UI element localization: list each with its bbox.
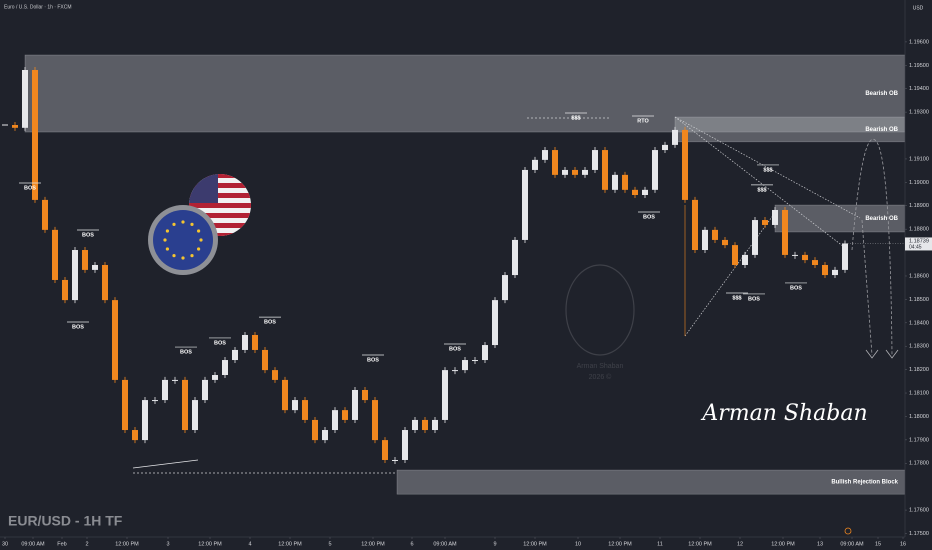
zone (396, 469, 906, 495)
annotation: $$$ (732, 295, 741, 301)
watermark-name: Arman Shaban (577, 363, 624, 370)
y-tick-label: 1.18800 (909, 227, 929, 233)
annotation: BOS (214, 340, 226, 346)
liquidity-line (684, 209, 778, 337)
y-tick-label: 1.19100 (909, 156, 929, 162)
annotation: BOS (790, 285, 802, 291)
annotation: BOS (264, 320, 276, 326)
x-tick-label: 12:00 PM (523, 541, 547, 547)
y-tick-label: 1.17500 (909, 531, 929, 537)
x-tick-label: 12:00 PM (771, 541, 795, 547)
y-tick-label: 1.18200 (909, 367, 929, 373)
annotation: $$$ (763, 167, 772, 173)
x-tick-label: 16 (900, 541, 906, 547)
signature: Arman Shaban (700, 401, 867, 426)
price-axis (905, 0, 932, 550)
trend-line (132, 459, 199, 469)
projection-arrow (865, 349, 899, 359)
y-tick-label: 1.18900 (909, 203, 929, 209)
zone-label: Bearish OB (865, 216, 898, 222)
zone (24, 54, 906, 133)
x-tick-label: 13 (817, 541, 823, 547)
y-tick-label: 1.18100 (909, 390, 929, 396)
liquidity-line (674, 116, 861, 219)
x-tick-label: 11 (657, 541, 663, 547)
annotation: $$$ (757, 187, 766, 193)
x-tick-label: 09:00 AM (840, 541, 864, 547)
y-tick-label: 1.18300 (909, 344, 929, 350)
x-tick-label: 30 (2, 541, 8, 547)
liquidity-line (674, 116, 849, 251)
annotation: BOS (180, 350, 192, 356)
currency-label: USD (913, 5, 924, 11)
zone (774, 204, 906, 233)
x-tick-label: 5 (328, 541, 331, 547)
x-tick-label: 12 (737, 541, 743, 547)
candle (2, 124, 8, 126)
x-tick-label: 10 (575, 541, 581, 547)
x-tick-label: 12:00 PM (608, 541, 632, 547)
annotation: $$$ (571, 115, 580, 121)
x-tick-label: 12:00 PM (688, 541, 712, 547)
annotation: BOS (367, 357, 379, 363)
y-tick-label: 1.19400 (909, 86, 929, 92)
projection-path (851, 138, 893, 356)
us-flag (189, 174, 251, 236)
y-tick-label: 1.18000 (909, 414, 929, 420)
watermark-year: 2026 © (589, 373, 613, 381)
zone-label: Bearish OB (865, 91, 898, 97)
zones: Bearish OB Bearish OB Bearish OB Bullish Re… (24, 54, 906, 495)
y-tick-label: 1.18600 (909, 273, 929, 279)
replay-icon[interactable] (844, 527, 852, 535)
x-tick-label: 6 (410, 541, 413, 547)
watermark: Arman Shaban 2026 © (565, 264, 635, 381)
x-tick-label: 15 (875, 541, 881, 547)
annotation: BOS (748, 296, 760, 302)
x-tick-label: 09:00 AM (21, 541, 45, 547)
x-tick-label: 12:00 PM (278, 541, 302, 547)
x-tick-label: Feb (57, 541, 66, 547)
countdown-label: 04:45 (909, 244, 922, 250)
chart-title: EUR/USD - 1H TF (8, 513, 123, 529)
symbol-header: Euro / U.S. Dollar · 1h · FXCM (4, 4, 72, 10)
eu-flag (153, 210, 213, 270)
annotation: BOS (643, 214, 655, 220)
y-tick-label: 1.17900 (909, 437, 929, 443)
x-tick-label: 3 (166, 541, 169, 547)
annotation: RTO (637, 118, 649, 124)
y-tick-label: 1.19000 (909, 180, 929, 186)
zone-label: Bullish Rejection Block (831, 480, 898, 486)
x-tick-label: 4 (248, 541, 251, 547)
y-tick-label: 1.18500 (909, 297, 929, 303)
annotations: BOS BOS BOS BOS BOS BOS BOS BOS BOS BOS BOS $$$ $$$ $… (19, 112, 807, 363)
last-price-label: 1.18739 (909, 238, 929, 244)
annotation: BOS (449, 346, 461, 352)
zone-label: Bearish OB (865, 127, 898, 133)
x-tick-label: 09:00 AM (433, 541, 457, 547)
y-tick-label: 1.17600 (909, 508, 929, 514)
x-tick-label: 2 (85, 541, 88, 547)
annotation: BOS (82, 232, 94, 238)
last-price-box (905, 237, 932, 251)
watermark-logo (565, 264, 635, 356)
y-tick-label: 1.19300 (909, 110, 929, 116)
y-tick-label: 1.19600 (909, 39, 929, 45)
x-tick-label: 12:00 PM (115, 541, 139, 547)
eu-stars (163, 220, 203, 260)
x-tick-label: 12:00 PM (361, 541, 385, 547)
x-tick-label: 9 (493, 541, 496, 547)
y-tick-label: 1.19500 (909, 63, 929, 69)
x-tick-label: 12:00 PM (198, 541, 222, 547)
y-tick-label: 1.18400 (909, 320, 929, 326)
flags (148, 174, 251, 275)
projection-path (861, 219, 873, 356)
drawings (132, 116, 899, 474)
axes: 1.19600 1.19500 1.19400 1.19300 1.19100 1.190… (2, 39, 932, 547)
candles (2, 66, 848, 464)
annotation: BOS (24, 185, 36, 191)
y-tick-label: 1.17800 (909, 461, 929, 467)
annotation: BOS (72, 324, 84, 330)
